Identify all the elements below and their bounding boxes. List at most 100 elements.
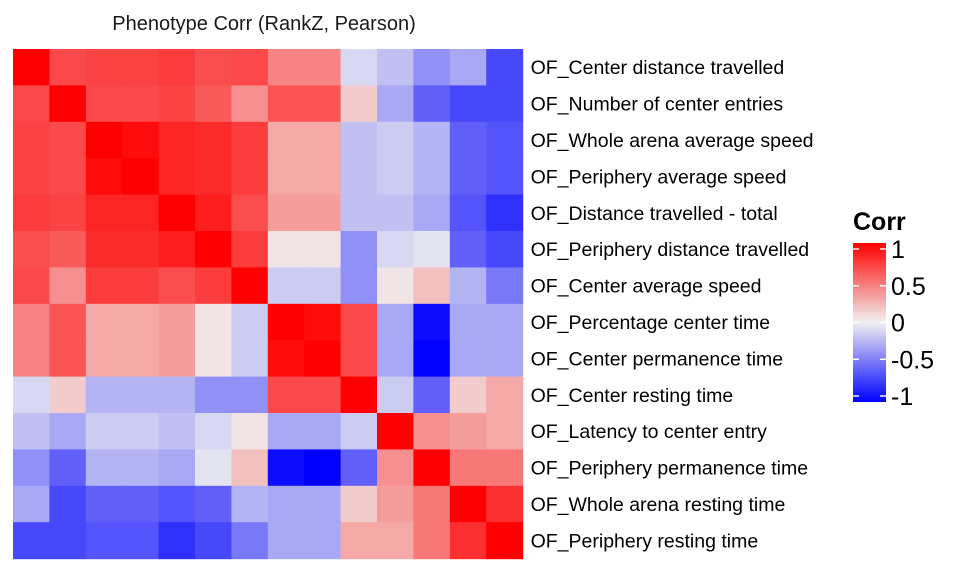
heatmap-cell (49, 121, 87, 159)
heatmap-cell (122, 340, 160, 378)
legend-tick-label: 0 (891, 310, 905, 338)
heatmap-cell (49, 231, 87, 268)
heatmap-cell (158, 85, 196, 123)
heatmap-cell (85, 158, 123, 196)
row-label: OF_Whole arena average speed (531, 130, 814, 152)
heatmap-cell (340, 194, 378, 232)
heatmap-cell (158, 231, 196, 268)
heatmap-cell (158, 413, 196, 450)
heatmap-cell (85, 485, 123, 523)
heatmap-cell (340, 522, 378, 560)
heatmap-cell (49, 158, 87, 196)
heatmap-cell (231, 449, 269, 487)
heatmap-cell (231, 413, 269, 450)
heatmap-cell (122, 267, 160, 305)
heatmap-cell (195, 340, 232, 378)
heatmap-cell (195, 49, 232, 86)
heatmap-cell (304, 267, 342, 305)
heatmap-cell (377, 413, 414, 450)
heatmap-cell (267, 376, 305, 414)
heatmap-cell (195, 194, 232, 232)
heatmap-cell (158, 267, 196, 305)
heatmap-cell (158, 121, 196, 159)
heatmap-cell (449, 158, 487, 196)
heatmap-cell (158, 485, 196, 523)
heatmap-cell (267, 121, 305, 159)
heatmap-cell (267, 303, 305, 341)
heatmap-cells (13, 49, 524, 560)
heatmap-cell (377, 49, 414, 86)
heatmap-cell (304, 121, 342, 159)
heatmap-cell (449, 267, 487, 305)
heatmap-cell (413, 49, 451, 86)
heatmap-cell (49, 49, 87, 86)
row-labels: OF_Center distance travelled OF_Number of… (531, 57, 814, 552)
row-label: OF_Center distance travelled (531, 57, 785, 79)
heatmap-cell (85, 231, 123, 268)
heatmap-cell (340, 340, 378, 378)
heatmap-cell (486, 522, 524, 560)
heatmap-cell (122, 85, 160, 123)
heatmap-cell (85, 267, 123, 305)
heatmap-cell (449, 413, 487, 450)
heatmap-cell (195, 85, 232, 123)
heatmap-cell (449, 194, 487, 232)
heatmap-cell (231, 340, 269, 378)
heatmap-cell (304, 522, 342, 560)
heatmap-cell (267, 340, 305, 378)
heatmap-cell (449, 121, 487, 159)
heatmap-cell (377, 85, 414, 123)
heatmap-cell (122, 231, 160, 268)
heatmap-cell (413, 376, 451, 414)
heatmap-cell (304, 303, 342, 341)
heatmap-cell (195, 522, 232, 560)
heatmap-cell (13, 231, 50, 268)
heatmap-cell (304, 194, 342, 232)
heatmap-cell (49, 85, 87, 123)
heatmap-cell (122, 449, 160, 487)
heatmap-cell (449, 340, 487, 378)
heatmap-cell (413, 231, 451, 268)
heatmap-cell (449, 231, 487, 268)
heatmap-cell (158, 194, 196, 232)
row-label: OF_Periphery distance travelled (531, 239, 810, 261)
row-label: OF_Periphery average speed (531, 166, 787, 188)
heatmap-cell (449, 522, 487, 560)
row-label: OF_Latency to center entry (531, 421, 768, 443)
heatmap-cell (13, 376, 50, 414)
legend-title: Corr (853, 208, 906, 236)
heatmap-cell (231, 121, 269, 159)
heatmap-cell (340, 376, 378, 414)
heatmap-cell (85, 376, 123, 414)
heatmap-cell (195, 449, 232, 487)
heatmap-cell (231, 267, 269, 305)
row-label: OF_Center resting time (531, 385, 734, 407)
heatmap-cell (49, 413, 87, 450)
heatmap-cell (413, 194, 451, 232)
heatmap-cell (85, 413, 123, 450)
heatmap-cell (231, 194, 269, 232)
heatmap-cell (49, 267, 87, 305)
heatmap-cell (304, 340, 342, 378)
heatmap-cell (85, 522, 123, 560)
heatmap-cell (195, 303, 232, 341)
heatmap-cell (13, 267, 50, 305)
heatmap-cell (304, 485, 342, 523)
heatmap-cell (195, 231, 232, 268)
heatmap-cell (340, 449, 378, 487)
heatmap-cell (13, 413, 50, 450)
heatmap-cell (231, 303, 269, 341)
heatmap-cell (304, 158, 342, 196)
heatmap-cell (85, 121, 123, 159)
heatmap-cell (449, 85, 487, 123)
heatmap-cell (413, 485, 451, 523)
heatmap-cell (122, 158, 160, 196)
heatmap-cell (158, 376, 196, 414)
heatmap-cell (231, 376, 269, 414)
heatmap-cell (267, 194, 305, 232)
heatmap-cell (377, 194, 414, 232)
legend-tick-label: -0.5 (891, 346, 934, 374)
color-legend: Corr 1 0.5 0 -0.5 -1 (853, 208, 934, 411)
heatmap-cell (486, 376, 524, 414)
legend-tick-label: 0.5 (891, 273, 926, 301)
